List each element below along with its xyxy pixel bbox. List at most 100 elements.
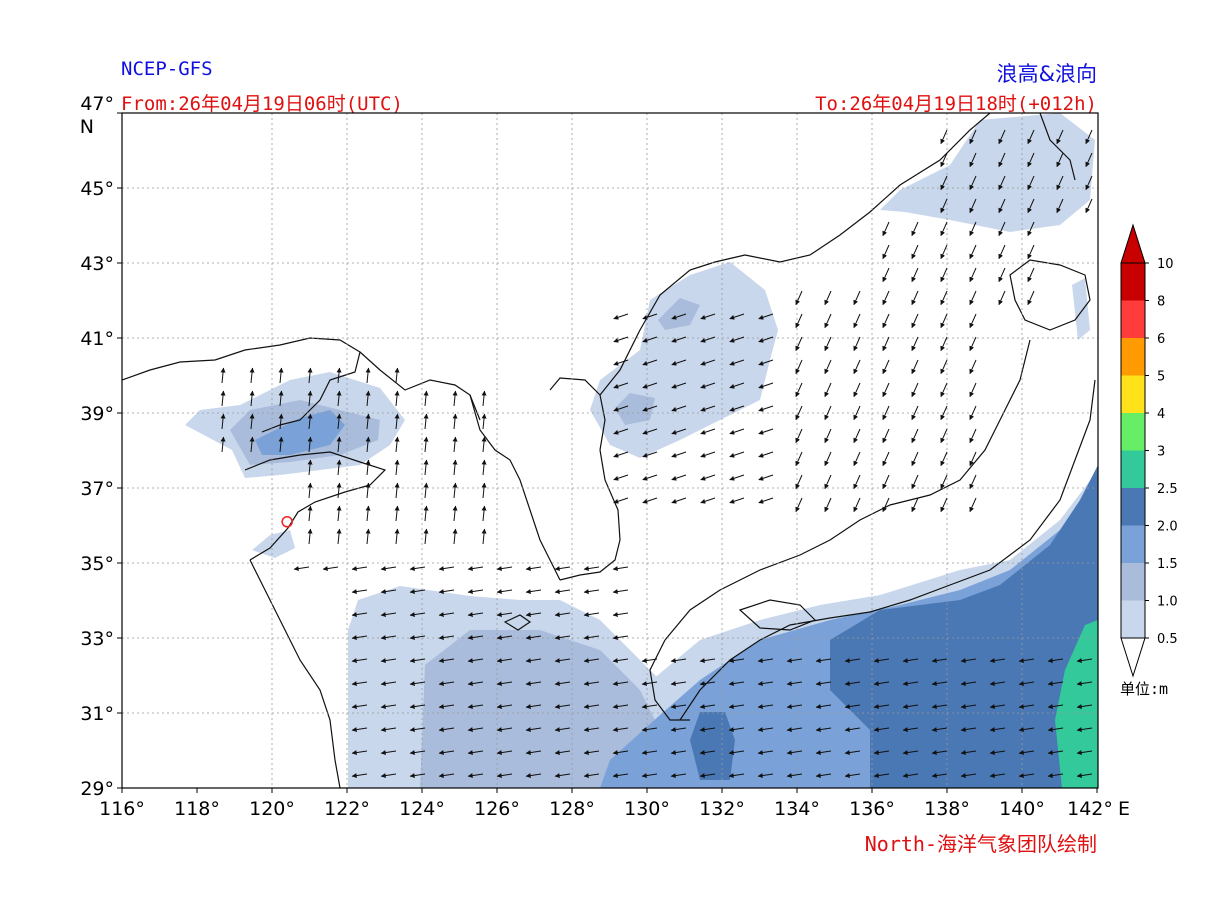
wave-arrow — [844, 658, 861, 664]
wave-arrow — [824, 497, 832, 513]
wave-arrow — [409, 566, 426, 572]
wave-arrow — [940, 221, 948, 237]
wave-arrow — [940, 428, 948, 444]
wave-arrow — [1085, 175, 1093, 191]
wave-region-12 — [1072, 278, 1090, 340]
wave-arrow — [394, 413, 400, 430]
wave-arrow — [1056, 129, 1064, 145]
wave-arrow — [969, 198, 977, 214]
lon-tick-label: 134° — [774, 798, 820, 820]
colorbar-label: 0.5 — [1157, 632, 1178, 647]
wave-arrow — [307, 436, 313, 453]
wave-arrow — [795, 451, 803, 467]
wave-arrow — [700, 428, 716, 435]
wave-arrow — [409, 704, 426, 710]
wave-arrow — [882, 290, 890, 306]
wave-arrow — [1027, 244, 1035, 260]
wave-arrow — [729, 382, 745, 389]
wave-arrow — [467, 658, 484, 664]
wave-arrow — [394, 528, 400, 545]
wave-arrow — [394, 505, 400, 522]
wave-arrow — [525, 727, 542, 733]
wave-arrow — [554, 704, 571, 710]
wave-arrow — [380, 727, 397, 733]
wave-arrow — [911, 290, 919, 306]
wave-arrow — [365, 505, 371, 522]
lon-tick-label: 120° — [249, 798, 295, 820]
lon-tick-label: 140° — [999, 798, 1045, 820]
wave-arrow — [795, 336, 803, 352]
wave-arrow — [336, 482, 342, 499]
wave-arrow — [278, 390, 284, 407]
wave-arrow — [365, 390, 371, 407]
wave-arrow — [998, 198, 1006, 214]
location-marker — [281, 516, 293, 528]
wave-arrow — [671, 428, 687, 435]
wave-arrow — [758, 497, 774, 504]
wave-arrow — [853, 359, 861, 375]
colorbar-label: 3 — [1157, 445, 1165, 460]
colorbar-label: 5 — [1157, 370, 1165, 385]
wave-arrow — [700, 336, 716, 343]
wave-arrow — [380, 566, 397, 572]
wave-arrow — [1076, 681, 1093, 687]
wave-arrow — [438, 566, 455, 572]
wave-arrow — [496, 773, 513, 779]
wave-arrow — [960, 658, 977, 664]
wave-arrow — [960, 750, 977, 756]
lat-tick-label: 47° — [80, 93, 114, 115]
wave-arrow — [1047, 773, 1064, 779]
wave-region-7 — [1055, 620, 1098, 788]
wave-arrow — [1027, 221, 1035, 237]
wave-arrow — [613, 451, 629, 458]
wave-arrow — [882, 267, 890, 283]
wave-arrow — [969, 175, 977, 191]
wave-arrow — [583, 750, 600, 756]
wave-arrow — [641, 750, 658, 756]
colorbar-label: 10 — [1157, 257, 1174, 272]
wave-arrow — [554, 773, 571, 779]
coastline-primorye — [744, 113, 991, 263]
colorbar-label: 4 — [1157, 407, 1165, 422]
wave-arrow — [409, 635, 426, 641]
wave-arrow — [728, 727, 745, 733]
wave-arrow — [438, 681, 455, 687]
wave-arrow — [940, 382, 948, 398]
wave-arrow — [351, 681, 368, 687]
coastline-honshu-pacific — [679, 379, 1096, 721]
wave-arrow — [351, 658, 368, 664]
wave-arrow — [642, 451, 658, 458]
wave-arrow — [583, 773, 600, 779]
wave-arrow — [641, 727, 658, 733]
wave-arrow — [1027, 175, 1035, 191]
wave-arrow — [336, 413, 342, 430]
wave-arrow — [467, 727, 484, 733]
wave-arrow — [452, 528, 458, 545]
wave-arrow — [554, 658, 571, 664]
wave-arrow — [729, 359, 745, 366]
wave-arrow — [336, 505, 342, 522]
wave-arrow — [1056, 152, 1064, 168]
wave-arrow — [940, 474, 948, 490]
wave-arrow — [613, 336, 629, 343]
wave-arrow — [700, 474, 716, 481]
wave-arrow — [1076, 704, 1093, 710]
wave-arrow — [671, 359, 687, 366]
lat-tick-label: 37° — [80, 478, 114, 500]
colorbar-segment — [1121, 450, 1145, 488]
wave-arrow — [525, 658, 542, 664]
wave-arrow — [815, 773, 832, 779]
wave-arrow — [873, 773, 890, 779]
wave-arrow — [467, 704, 484, 710]
colorbar-label: 6 — [1157, 332, 1165, 347]
wave-arrow — [969, 267, 977, 283]
wave-arrow — [423, 390, 429, 407]
wave-arrow — [873, 681, 890, 687]
colorbar-segment — [1121, 375, 1145, 413]
wave-arrow — [554, 635, 571, 641]
wave-arrow — [911, 359, 919, 375]
wave-arrow — [824, 313, 832, 329]
wave-arrow — [671, 451, 687, 458]
wave-arrow — [380, 750, 397, 756]
wave-arrow — [700, 451, 716, 458]
